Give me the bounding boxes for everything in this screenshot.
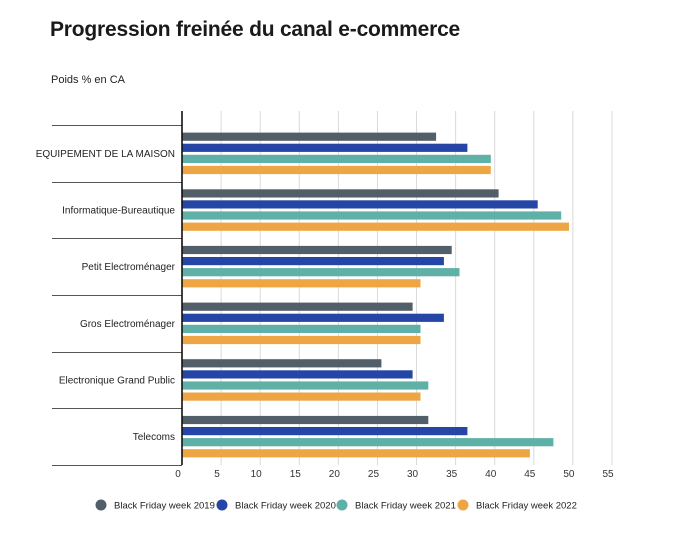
- bar: [182, 438, 554, 447]
- x-tick-label: 10: [251, 469, 263, 480]
- chart-subtitle: Poids % en CA: [51, 74, 125, 86]
- bar: [182, 222, 569, 231]
- category-label: EQUIPEMENT DE LA MAISON: [36, 149, 175, 160]
- bar: [182, 449, 530, 458]
- bars: [182, 132, 569, 458]
- bar: [182, 154, 491, 163]
- x-tick-label: 15: [290, 469, 302, 480]
- bar: [182, 132, 437, 141]
- bar: [182, 313, 444, 322]
- bar: [182, 324, 421, 333]
- bar: [182, 257, 444, 266]
- bar: [182, 200, 538, 209]
- legend-marker: [216, 499, 228, 511]
- category-separators: [52, 125, 182, 466]
- category-label: Petit Electroménager: [82, 262, 176, 273]
- legend-label: Black Friday week 2021: [355, 501, 456, 512]
- bar: [182, 279, 421, 288]
- legend-label: Black Friday week 2020: [235, 501, 336, 512]
- bar: [182, 268, 460, 277]
- bar: [182, 189, 499, 198]
- x-tick-label: 45: [524, 469, 536, 480]
- bar: [182, 211, 562, 220]
- x-tick-labels: 0 5 10 15 20 25 30 35 40 45 50 55: [175, 469, 614, 480]
- bar: [182, 245, 452, 255]
- x-tick-label: 50: [563, 469, 575, 480]
- category-labels: EQUIPEMENT DE LA MAISON Informatique-Bure…: [36, 149, 176, 443]
- x-tick-label: 0: [175, 469, 181, 480]
- category-label: Gros Electroménager: [80, 319, 176, 330]
- chart-title: Progression freinée du canal e-commerce: [50, 18, 461, 41]
- category-label: Telecoms: [133, 432, 175, 443]
- x-tick-label: 30: [407, 469, 419, 480]
- bar: [182, 143, 468, 152]
- bar: [182, 165, 491, 175]
- gridlines: [220, 111, 613, 465]
- x-tick-label: 20: [329, 469, 341, 480]
- bar: [182, 392, 421, 401]
- x-tick-label: 25: [368, 469, 380, 480]
- bar: [182, 359, 382, 368]
- legend-label: Black Friday week 2022: [476, 501, 577, 512]
- bar: [182, 427, 468, 436]
- legend-label: Black Friday week 2019: [114, 501, 215, 512]
- bar: [182, 302, 413, 311]
- legend-marker: [95, 499, 107, 511]
- x-tick-label: 40: [485, 469, 497, 480]
- bar: [182, 381, 429, 390]
- bar: [182, 370, 413, 379]
- bar: [182, 335, 421, 345]
- x-tick-label: 55: [602, 469, 614, 480]
- category-label: Informatique-Bureautique: [62, 206, 175, 217]
- x-tick-label: 35: [446, 469, 458, 480]
- category-label: Electronique Grand Public: [59, 376, 175, 387]
- legend-marker: [336, 499, 348, 511]
- bar: [182, 415, 429, 425]
- x-tick-label: 5: [214, 469, 220, 480]
- legend: Black Friday week 2019 Black Friday week …: [95, 499, 577, 512]
- legend-marker: [457, 499, 469, 511]
